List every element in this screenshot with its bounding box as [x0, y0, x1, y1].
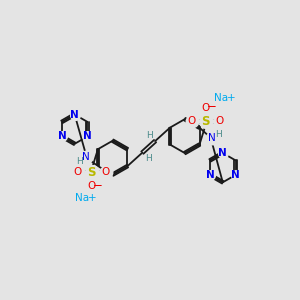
- Text: N: N: [82, 152, 89, 162]
- Text: N: N: [206, 170, 214, 180]
- Text: O: O: [188, 116, 196, 127]
- Text: −: −: [93, 179, 103, 192]
- Text: S: S: [88, 166, 96, 179]
- Text: O: O: [215, 116, 224, 127]
- Text: N: N: [231, 170, 240, 180]
- Text: N: N: [70, 110, 79, 119]
- Text: Na: Na: [75, 194, 89, 203]
- Text: N: N: [83, 131, 92, 142]
- Text: O: O: [101, 167, 110, 177]
- Text: N: N: [208, 134, 216, 143]
- Text: Na: Na: [214, 93, 228, 103]
- Text: +: +: [227, 93, 236, 103]
- Text: O: O: [74, 167, 82, 177]
- Text: N: N: [58, 131, 66, 142]
- Text: O: O: [88, 181, 96, 191]
- Text: O: O: [202, 103, 210, 112]
- Text: H: H: [145, 154, 152, 163]
- Text: N: N: [218, 148, 227, 158]
- Text: −: −: [207, 100, 217, 113]
- Text: H: H: [215, 130, 221, 139]
- Text: S: S: [202, 115, 210, 128]
- Text: H: H: [76, 157, 83, 166]
- Text: +: +: [88, 193, 97, 203]
- Text: H: H: [146, 130, 153, 140]
